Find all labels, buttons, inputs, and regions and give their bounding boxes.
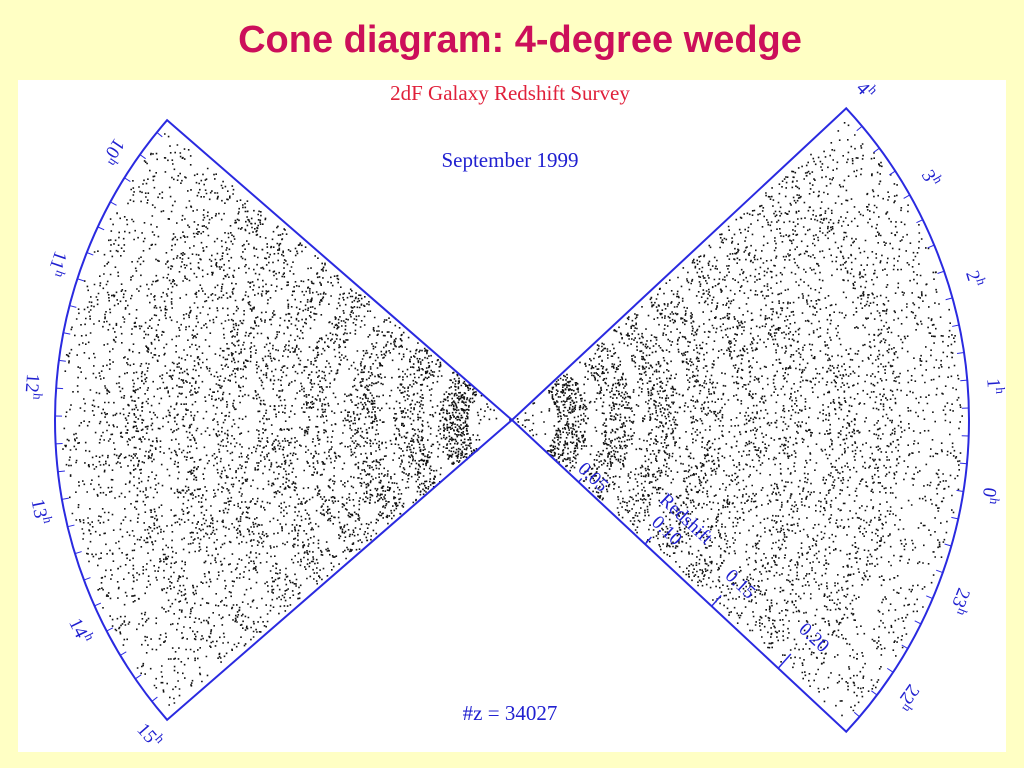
- wedge-outline: [510, 106, 970, 734]
- arc-tick: [94, 602, 102, 607]
- hour-label: 1h: [982, 377, 1008, 395]
- galaxy-dots: [62, 122, 963, 717]
- edge-tick: [644, 536, 652, 545]
- arc-tick: [97, 226, 105, 231]
- slide-title: Cone diagram: 4-degree wedge: [238, 19, 802, 61]
- arc-tick: [58, 359, 66, 362]
- arc-tick: [889, 170, 896, 176]
- edge-tick: [577, 477, 583, 483]
- edge-tick: [777, 653, 792, 669]
- hour-unit: h: [987, 497, 1003, 506]
- arc-tick: [110, 201, 117, 206]
- arc-tick: [124, 177, 131, 182]
- arc-tick: [61, 497, 69, 500]
- hour-label: 0h: [977, 486, 1005, 506]
- hour-number: 1: [982, 378, 1004, 389]
- arc-tick: [74, 551, 82, 555]
- hour-label: 2h: [961, 267, 990, 290]
- arc-tick: [951, 516, 959, 520]
- arc-tick: [956, 489, 964, 492]
- hour-number: 13: [26, 497, 50, 520]
- arc-tick: [86, 252, 94, 256]
- hour-unit: h: [973, 276, 989, 287]
- arc-tick: [69, 305, 77, 308]
- arc-tick: [926, 595, 933, 600]
- hour-number: 0: [978, 486, 1000, 499]
- galaxy-count: #z = 34027: [463, 701, 558, 725]
- survey-date: September 1999: [441, 148, 578, 172]
- arc-tick: [77, 278, 85, 282]
- hour-unit: h: [993, 387, 1008, 395]
- arc-tick: [927, 244, 935, 249]
- arc-tick: [135, 674, 142, 680]
- hour-label: 13h: [26, 497, 56, 527]
- arc-tick: [151, 696, 158, 702]
- arc-tick: [945, 297, 953, 301]
- arc-tick: [944, 543, 952, 547]
- arc-tick: [139, 154, 146, 160]
- arc-tick: [83, 577, 91, 581]
- arc-tick: [156, 132, 163, 138]
- arc-tick: [903, 194, 910, 199]
- hour-unit: h: [30, 393, 45, 401]
- arc-tick: [959, 462, 967, 465]
- arc-tick: [106, 627, 114, 632]
- arc-tick: [63, 332, 71, 335]
- arc-tick: [871, 690, 878, 696]
- hour-unit: h: [40, 515, 56, 525]
- arc-tick: [937, 270, 945, 274]
- hour-unit: h: [52, 269, 68, 281]
- arc-tick: [853, 711, 860, 718]
- arc-tick: [873, 147, 880, 153]
- arc-tick: [901, 644, 909, 649]
- arc-tick: [120, 651, 127, 656]
- arc-tick: [67, 524, 75, 528]
- hour-number: 12: [20, 373, 42, 393]
- arc-tick: [916, 219, 923, 224]
- hour-label: 12h: [20, 373, 47, 401]
- arc-tick: [914, 620, 922, 625]
- arc-tick: [57, 470, 65, 473]
- arc-tick: [956, 351, 965, 354]
- arc-tick: [960, 379, 968, 382]
- survey-name: 2dF Galaxy Redshift Survey: [390, 81, 630, 105]
- galaxy-points: [62, 122, 963, 717]
- arc-tick: [886, 667, 894, 673]
- edge-tick: [711, 594, 722, 607]
- arc-tick: [856, 125, 863, 132]
- arc-tick: [952, 324, 960, 327]
- wedge-outline: [54, 118, 514, 722]
- arc-tick: [936, 569, 943, 574]
